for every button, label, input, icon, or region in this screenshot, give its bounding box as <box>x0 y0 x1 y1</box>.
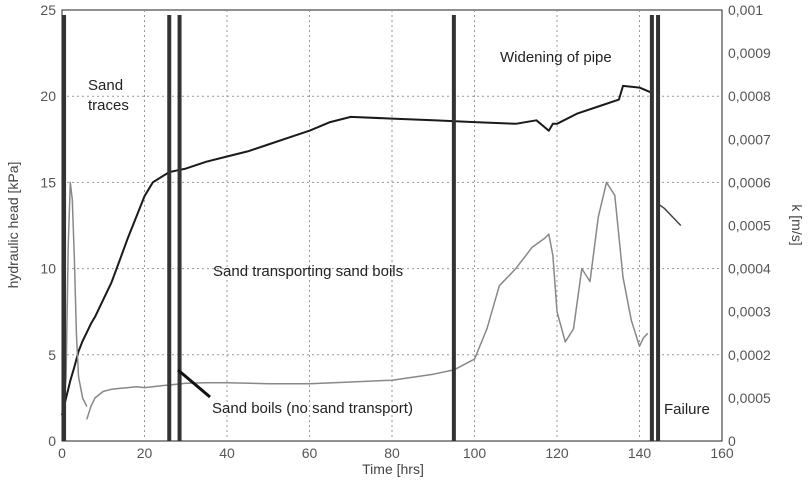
annotation-arrow <box>177 368 211 399</box>
y-tick-label: 20 <box>40 88 56 104</box>
x-tick-label: 60 <box>302 445 318 461</box>
y2-tick-label: 0,0004 <box>728 261 771 277</box>
x-tick-label: 140 <box>628 445 652 461</box>
vertical-markers <box>62 15 661 441</box>
grid <box>62 10 722 441</box>
y-tick-label: 5 <box>48 347 56 363</box>
x-axis-label: Time [hrs] <box>362 461 424 477</box>
annotation-sand-traces: Sand traces <box>88 77 129 114</box>
x-tick-label: 0 <box>58 445 66 461</box>
series-layer <box>61 84 682 420</box>
y2-tick-label: 0,001 <box>728 2 763 18</box>
y2-tick-label: 0,0007 <box>728 131 771 147</box>
series-line <box>657 203 682 227</box>
y-axis-label: hydraulic head [kPa] <box>5 162 21 289</box>
y-tick-label: 10 <box>40 261 56 277</box>
y-tick-label: 15 <box>40 174 56 190</box>
x-tick-label: 80 <box>384 445 400 461</box>
annotation-sand-transporting: Sand transporting sand boils <box>213 263 403 280</box>
y2-axis-label: k [m/s] <box>789 204 805 245</box>
y2-tick-label: 0,0006 <box>728 174 771 190</box>
x-tick-label: 160 <box>710 445 734 461</box>
y2-tick-label: 0,0009 <box>728 45 771 61</box>
x-tick-label: 100 <box>463 445 487 461</box>
y2-tick-label: 0,0002 <box>728 347 771 363</box>
x-tick-label: 20 <box>137 445 153 461</box>
annotation-failure: Failure <box>664 401 710 418</box>
y2-tick-label: 0,0005 <box>728 218 771 234</box>
y-tick-label: 25 <box>40 2 56 18</box>
y2-tick-label: 0,0003 <box>728 304 771 320</box>
y2-axis-ticks: 0 0,0005 0,0002 0,0003 0,0004 0,0005 0,0006 0,0… <box>728 2 771 449</box>
annotation-sand-boils: Sand boils (no sand transport) <box>212 400 413 417</box>
y2-tick-label: 0 <box>728 433 736 449</box>
series-line <box>86 181 649 420</box>
y2-tick-label: 0,0008 <box>728 88 771 104</box>
x-axis-ticks: 0 20 40 60 80 100 120 140 160 <box>58 445 734 461</box>
y-tick-label: 0 <box>48 433 56 449</box>
y-axis-ticks: 0 5 10 15 20 25 <box>40 2 56 449</box>
annotation-sand-traces-line: traces <box>88 97 129 114</box>
annotation-widening: Widening of pipe <box>500 49 612 66</box>
annotation-sand-traces-line: Sand <box>88 77 123 94</box>
series-line <box>61 84 653 416</box>
x-tick-label: 120 <box>545 445 569 461</box>
series-line <box>63 181 88 407</box>
x-tick-label: 40 <box>219 445 235 461</box>
y2-tick-label: 0,0005 <box>728 390 771 406</box>
